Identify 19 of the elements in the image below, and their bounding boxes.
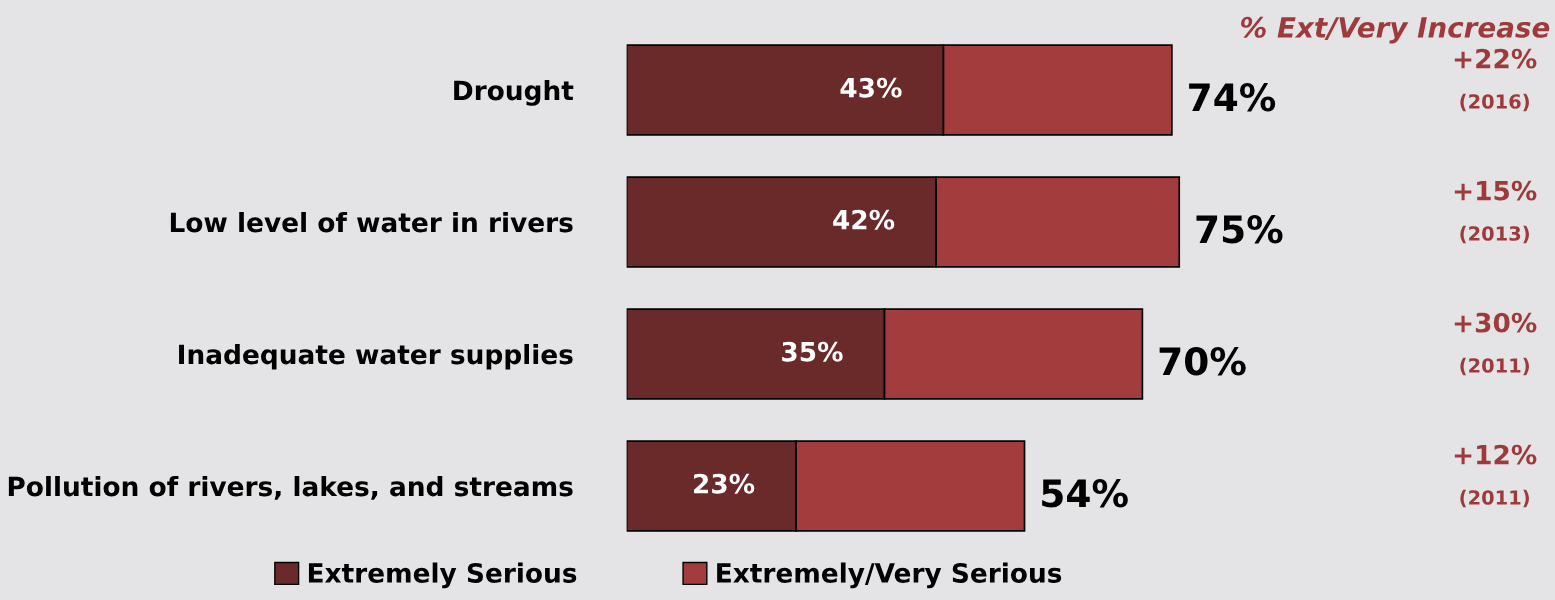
total-label: 75%: [1196, 215, 1283, 244]
annotation: +22% (2016): [1454, 48, 1537, 112]
total-label: 70%: [1159, 347, 1246, 376]
legend-label: Extremely Serious: [308, 562, 577, 589]
annotation: +12% (2011): [1454, 444, 1537, 508]
y-tick-label: Pollution of rivers, lakes, and streams: [8, 475, 573, 500]
total-label: 74%: [1189, 83, 1276, 112]
y-tick-label: Inadequate water supplies: [179, 343, 573, 370]
annotation: +30% (2011): [1454, 312, 1537, 376]
data-label: 35%: [782, 341, 843, 362]
data-label: 23%: [694, 473, 755, 494]
data-label: 42%: [833, 209, 895, 230]
annotation: % Ext/Very Increase: [1241, 16, 1550, 44]
y-tick-label: Low level of water in rivers: [170, 211, 573, 233]
total-label: 54%: [1042, 479, 1128, 508]
legend-label: Extremely/Very Serious: [717, 562, 1062, 589]
annotation: +15% (2013): [1454, 180, 1537, 244]
data-label: 43%: [840, 77, 902, 98]
y-tick-label: Drought: [454, 79, 574, 106]
